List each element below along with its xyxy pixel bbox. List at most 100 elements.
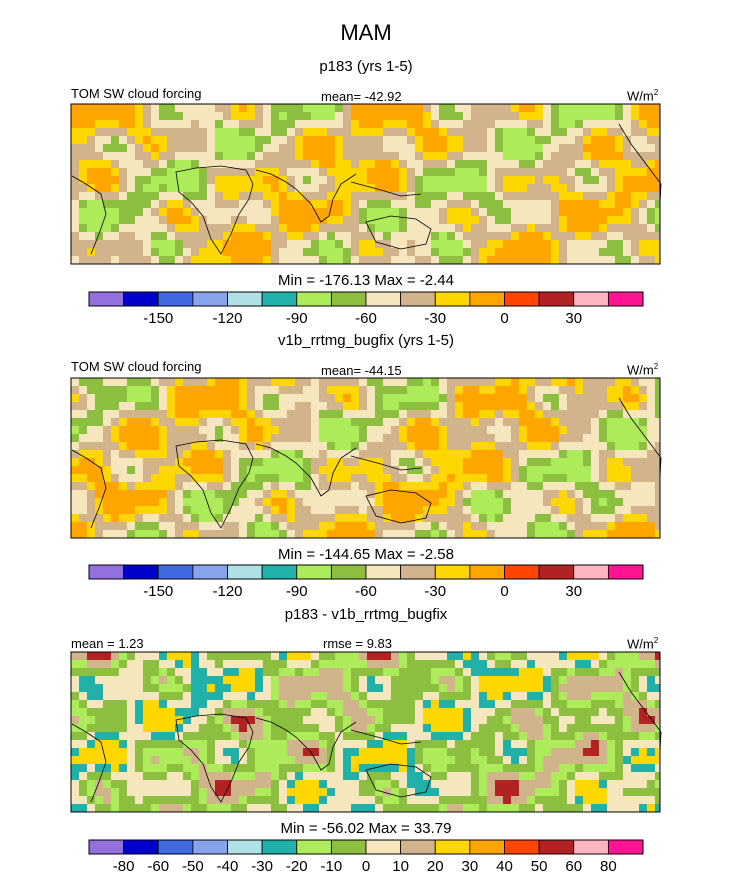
coastline <box>175 165 254 255</box>
colorbar-swatch <box>123 839 159 855</box>
colorbar-swatch <box>296 564 332 580</box>
colorbar-swatch <box>227 291 263 307</box>
colorbar-tick-label: -90 <box>286 583 308 600</box>
colorbar-swatch <box>504 564 540 580</box>
coastline <box>71 175 107 255</box>
coastline <box>175 439 254 529</box>
colorbar-tick-label: 20 <box>427 858 444 875</box>
colorbar-swatch <box>88 839 125 855</box>
colorbar-swatch <box>123 291 159 307</box>
panel1-subtitle: p183 (yrs 1-5) <box>319 58 413 75</box>
colorbar-swatch <box>538 564 575 580</box>
colorbar-tick-label: 50 <box>531 858 548 875</box>
colorbar-tick-label: 60 <box>565 858 582 875</box>
colorbar-swatch <box>261 564 298 580</box>
colorbar-swatch <box>88 291 125 307</box>
colorbar-tick-label: 10 <box>392 858 409 875</box>
colorbar-tick-label: -30 <box>424 583 446 600</box>
colorbar-tick-label: 0 <box>362 858 370 875</box>
colorbar-tick-label: -60 <box>147 858 169 875</box>
panel3-units-label: W/m2 <box>627 636 659 652</box>
colorbar-tick-label: -90 <box>286 310 308 327</box>
colorbar-swatch <box>607 564 644 580</box>
colorbar-swatch <box>469 564 505 580</box>
colorbar-swatch <box>607 839 644 855</box>
colorbar-tick-label: -150 <box>143 583 173 600</box>
colorbar-swatch <box>296 839 332 855</box>
colorbar-swatch <box>365 839 402 855</box>
panel2-subtitle: v1b_rrtmg_bugfix (yrs 1-5) <box>278 332 454 349</box>
colorbar-swatch <box>400 839 436 855</box>
colorbar-swatch <box>469 291 505 307</box>
panel3-mean-label: mean = 1.23 <box>71 636 144 651</box>
colorbar-tick-label: -30 <box>251 858 273 875</box>
colorbar-swatch <box>227 564 263 580</box>
colorbar-tick-label: -20 <box>286 858 308 875</box>
colorbar-tick-label: -80 <box>113 858 135 875</box>
colorbar-swatch <box>330 839 367 855</box>
colorbar-tick-label: 0 <box>500 583 508 600</box>
colorbar-tick-label: -10 <box>321 858 343 875</box>
colorbar-tick-label: 30 <box>565 310 582 327</box>
colorbar-swatch <box>157 839 194 855</box>
colorbar-tick-label: -30 <box>424 310 446 327</box>
colorbar-swatch <box>330 291 367 307</box>
map-panel-1 <box>71 104 662 265</box>
colorbar-tick-label: -50 <box>182 858 204 875</box>
colorbar-tick-label: 0 <box>500 310 508 327</box>
panel3-rmse-label: rmse = 9.83 <box>323 636 393 651</box>
panel1-mean-label: mean= -42.92 <box>321 89 402 104</box>
colorbar-tick-label: -60 <box>355 310 377 327</box>
panel3-min-max: Min = -56.02 Max = 33.79 <box>280 820 452 837</box>
colorbar-swatch <box>192 291 228 307</box>
colorbar-swatch <box>330 564 367 580</box>
panel2-variable-label: TOM SW cloud forcing <box>71 359 202 374</box>
colorbar-swatch <box>157 564 194 580</box>
colorbar-swatch <box>573 839 609 855</box>
colorbar-tick-label: 30 <box>565 583 582 600</box>
map-frame <box>70 377 661 539</box>
coastline <box>365 215 432 250</box>
colorbar-tick-label: 30 <box>462 858 479 875</box>
colorbar-swatch <box>504 839 540 855</box>
coastline <box>255 717 357 771</box>
colorbar-swatch <box>400 564 436 580</box>
colorbar-swatch <box>261 291 298 307</box>
colorbar-tick-label: -120 <box>212 583 242 600</box>
coastline <box>350 181 422 197</box>
coastline <box>365 763 432 798</box>
panel1-units-label: W/m2 <box>627 88 659 104</box>
colorbar-frame <box>88 564 644 580</box>
colorbar-swatch <box>123 564 159 580</box>
coastline <box>618 123 662 205</box>
coastline <box>175 713 254 803</box>
map-panel-2 <box>71 378 662 539</box>
panel2-mean-label: mean= -44.15 <box>321 363 402 378</box>
colorbar-swatch <box>192 564 228 580</box>
panel2-min-max: Min = -144.65 Max = -2.58 <box>278 546 454 563</box>
coastline <box>350 729 422 745</box>
colorbar-swatch <box>88 564 125 580</box>
colorbar-tick-label: -40 <box>217 858 239 875</box>
colorbar-swatch <box>573 291 609 307</box>
panel3-subtitle: p183 - v1b_rrtmg_bugfix <box>284 606 448 623</box>
coastline <box>365 489 432 524</box>
coastline <box>71 723 107 803</box>
colorbar-tick-label: 80 <box>600 858 617 875</box>
colorbar-frame <box>88 839 644 855</box>
colorbar-swatch <box>504 291 540 307</box>
panel1-min-max: Min = -176.13 Max = -2.44 <box>278 272 454 289</box>
colorbar-swatch <box>607 291 644 307</box>
map-frame <box>70 651 661 813</box>
colorbar-swatch <box>296 291 332 307</box>
coastline <box>255 443 357 497</box>
colorbar-swatch <box>469 839 505 855</box>
colorbar-swatch <box>434 291 471 307</box>
colorbar-swatch <box>573 564 609 580</box>
colorbar-swatch <box>538 839 575 855</box>
page-title: MAM <box>340 20 392 45</box>
colorbar-tick-label: -150 <box>143 310 173 327</box>
colorbar-swatch <box>192 839 228 855</box>
colorbar-swatch <box>261 839 298 855</box>
